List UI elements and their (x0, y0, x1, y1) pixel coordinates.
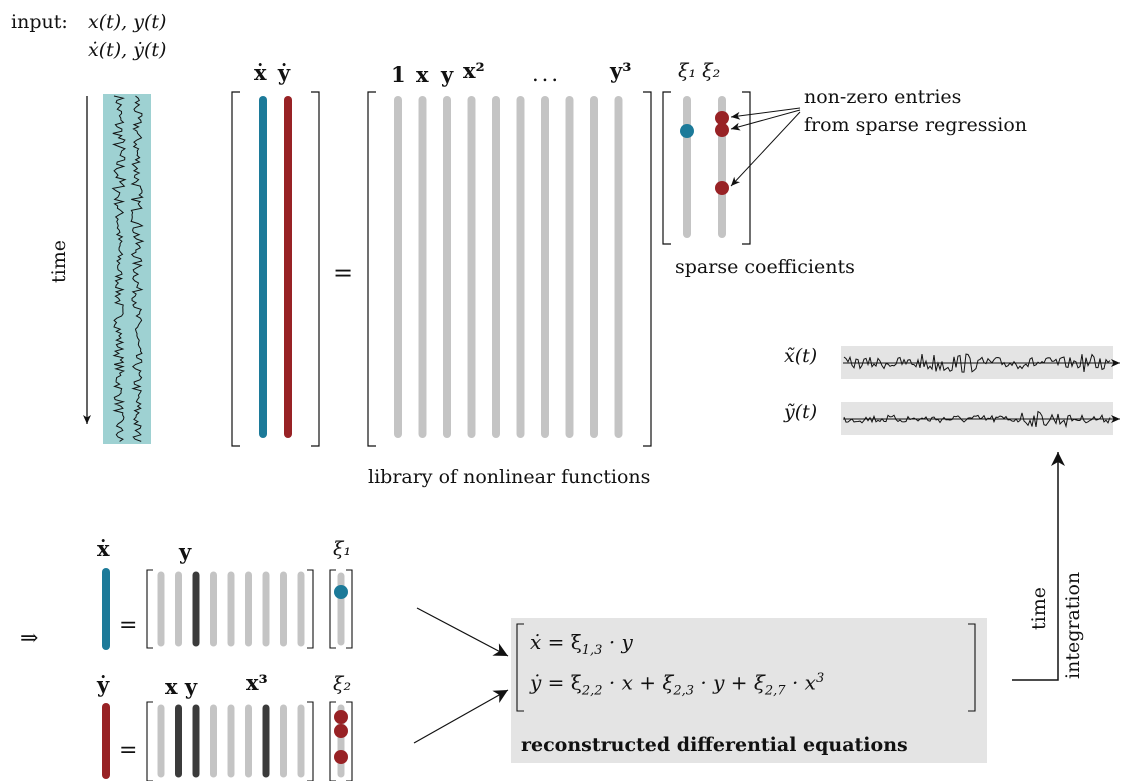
equation-2-sub-1: 2,2 (581, 683, 603, 699)
input-signal-y (130, 95, 145, 442)
row-x-library-bracket-right (307, 569, 314, 649)
equations-bracket-right (968, 623, 976, 712)
equation-2: ẏ = ξ2,2 · x + ξ2,3 · y + ξ2,7 · x3 (530, 672, 824, 698)
row-y-coef-bracket-right (346, 701, 353, 781)
annotation-line-1: non-zero entries (804, 86, 962, 108)
row-y-coef-label: ξ₂ (333, 673, 352, 695)
row-y-lhs-label: ẏ (97, 672, 110, 697)
reconstructed-signal-x (843, 353, 1111, 373)
integration-arrow (1012, 452, 1065, 681)
equations-panel (511, 618, 987, 763)
equations-bracket-left (516, 623, 524, 712)
row-y-cube-label: x³ (246, 670, 268, 695)
library-header-last-term: y³ (610, 58, 632, 83)
coef-bracket-left (662, 91, 671, 245)
coef-dot-xi2-b (715, 123, 729, 137)
coef-dot-xi2-c (715, 181, 729, 195)
row-x-coef-label: ξ₁ (333, 538, 352, 560)
row-y-coef-dot-b (334, 724, 348, 738)
deriv-bracket-left (231, 91, 240, 447)
row-x-coef-bracket-right (346, 569, 353, 649)
row-y-to-equations-arrow (413, 689, 509, 744)
coef-dot-xi1 (680, 124, 694, 138)
row-y-terms-label: x y (165, 674, 198, 699)
coefficients-caption: sparse coefficients (675, 256, 855, 278)
library-bracket-right (643, 91, 652, 447)
row-y-equals: = (119, 738, 138, 763)
row-x-lhs-label: ẋ (97, 536, 110, 561)
row-y-library-bracket-right (307, 701, 314, 781)
coef-dot-xi2-a (715, 111, 729, 125)
equation-2-mid-2: · y + ξ (700, 670, 765, 695)
row-x-equals: = (119, 613, 138, 638)
row-y-coef-bracket-left (329, 701, 336, 781)
row-x-to-equations-arrow (416, 607, 509, 657)
equation-2-rhs: = ξ (547, 670, 582, 695)
equation-2-sub-2: 2,3 (673, 683, 695, 699)
row-x-term-label: y (179, 539, 192, 564)
input-timeseries-panel (103, 94, 151, 444)
row-y-coef-dot-c (334, 750, 348, 764)
equation-2-sub-3: 2,7 (764, 683, 786, 699)
input-line-1: x(t), y(t) (88, 11, 167, 33)
time-axis-label: time (48, 240, 70, 283)
coefficients-header: ξ₁ ξ₂ (678, 60, 721, 82)
row-x-coef-bracket-left (329, 569, 336, 649)
input-label: input: (11, 11, 68, 33)
implies-symbol: ⇒ (20, 626, 39, 651)
equation-2-lhs: ẏ (530, 670, 542, 695)
deriv-bracket-right (311, 91, 320, 447)
library-columns (394, 96, 623, 438)
input-signal-x (111, 95, 127, 442)
annotation-arrow-2 (730, 109, 801, 131)
equation-1-lhs: ẋ (530, 630, 542, 654)
library-header-term-2: x (416, 62, 429, 87)
library-header-term-4: x² (463, 58, 485, 83)
annotation-arrow-3 (730, 111, 801, 187)
equation-1: ẋ = ξ1,3 · y (530, 632, 633, 657)
library-header-ellipsis: ... (532, 62, 562, 86)
signal-y-label: ỹ(t) (784, 401, 818, 423)
library-header-term-1: 1 (391, 62, 406, 87)
equation-2-mid-1: · x + ξ (608, 670, 674, 695)
reconstructed-signal-y (843, 410, 1111, 429)
coef-bracket-right (742, 91, 751, 245)
equation-1-rhs: = ξ (547, 630, 582, 654)
signal-x-label: x̃(t) (784, 345, 818, 367)
library-header-term-3: y (441, 62, 454, 87)
equation-1-tail: · y (608, 630, 633, 654)
row-x-coef-dot (334, 585, 348, 599)
equation-1-sub: 1,3 (581, 643, 603, 658)
row-x-library-bracket-left (146, 569, 153, 649)
equals-sign: = (333, 259, 354, 287)
row-y-coef-dot-a (334, 710, 348, 724)
row-y-library-columns (157, 704, 305, 778)
row-x-library-columns (157, 571, 305, 647)
annotation-line-2: from sparse regression (804, 114, 1028, 136)
integration-label-integration: integration (1062, 571, 1084, 679)
equation-2-power: 3 (815, 671, 825, 686)
annotation-arrow-1 (730, 107, 801, 120)
row-y-library-bracket-left (146, 701, 153, 781)
equation-2-tail: · x (791, 670, 816, 695)
derivatives-header: ẋ ẏ (254, 60, 293, 85)
input-line-2: ẋ(t), ẏ(t) (88, 39, 167, 61)
library-bracket-left (367, 91, 376, 447)
equations-caption: reconstructed differential equations (521, 734, 908, 756)
integration-label-time: time (1028, 587, 1050, 630)
library-caption: library of nonlinear functions (368, 466, 651, 488)
